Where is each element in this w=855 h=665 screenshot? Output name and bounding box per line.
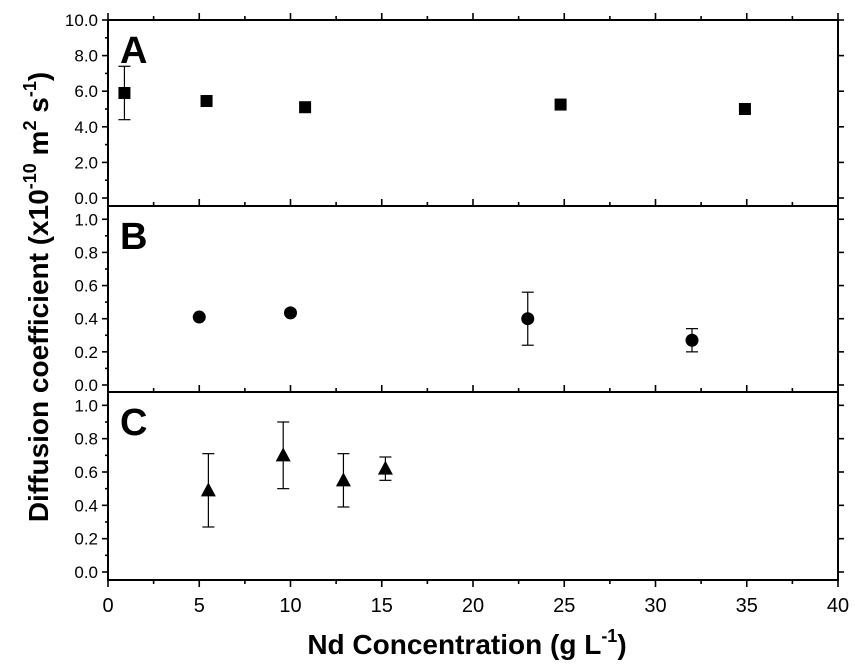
data-point-triangle bbox=[200, 482, 216, 497]
x-axis-ticks: 0 5 10 15 20 25 30 35 40 bbox=[102, 595, 849, 617]
data-point-triangle bbox=[275, 447, 291, 462]
panel-label-b: B bbox=[120, 216, 147, 258]
x-tick-label: 25 bbox=[553, 595, 575, 617]
panel-label-a: A bbox=[120, 30, 147, 72]
data-point-square bbox=[738, 103, 751, 115]
y-axis-title-sup3: -1 bbox=[20, 81, 40, 97]
data-point-circle bbox=[521, 312, 535, 326]
panel-b: 0.0 0.2 0.4 0.6 0.8 1.0 B bbox=[74, 199, 844, 395]
y-tick-label: 0.2 bbox=[74, 343, 98, 362]
x-tick-label: 0 bbox=[102, 595, 113, 617]
x-axis-title: Nd Concentration (g L-1) bbox=[307, 626, 626, 660]
y-axis-title-mid1: m bbox=[23, 131, 54, 164]
data-point-triangle bbox=[335, 472, 351, 487]
y-tick-label: 0.0 bbox=[74, 189, 98, 208]
y-tick-label: 2.0 bbox=[74, 153, 98, 172]
data-point-circle bbox=[192, 310, 206, 324]
y-tick-label: 0.4 bbox=[74, 310, 98, 329]
x-tick-label: 5 bbox=[194, 595, 205, 617]
y-tick-label: 10.0 bbox=[65, 11, 98, 30]
plot-area: 0.02.04.06.08.010.0A0.00.20.40.60.81.0 B0… bbox=[65, 11, 849, 617]
x-tick-label: 20 bbox=[462, 595, 484, 617]
y-axis-title: Diffusion coefficient (x10-10 m2 s-1) bbox=[20, 72, 54, 522]
y-tick-label: 0.6 bbox=[74, 463, 98, 482]
y-tick-label: 0.8 bbox=[74, 243, 98, 262]
y-tick-label: 0.4 bbox=[74, 496, 98, 515]
y-axis-title-sup2: 2 bbox=[20, 121, 40, 131]
y-tick-label: 0.0 bbox=[74, 563, 98, 582]
y-tick-label: 8.0 bbox=[74, 47, 98, 66]
x-axis-title-main: Nd Concentration (g L bbox=[307, 629, 601, 660]
data-point-square bbox=[118, 86, 131, 99]
x-tick-label: 10 bbox=[279, 595, 301, 617]
y-tick-label: 1.0 bbox=[74, 210, 98, 229]
y-tick-label: 1.0 bbox=[74, 396, 98, 415]
y-tick-label: 0.8 bbox=[74, 430, 98, 449]
panel-frame bbox=[107, 205, 839, 393]
data-point-square bbox=[299, 101, 312, 114]
x-tick-label: 35 bbox=[736, 595, 758, 617]
panel-frame bbox=[107, 19, 839, 207]
data-point-square bbox=[200, 94, 213, 107]
x-tick-label: 15 bbox=[371, 595, 393, 617]
data-point-square bbox=[554, 98, 567, 111]
x-tick-label: 30 bbox=[644, 595, 666, 617]
data-point-circle bbox=[284, 306, 297, 320]
x-tick-label: 40 bbox=[827, 595, 849, 617]
y-tick-label: 0.6 bbox=[74, 277, 98, 296]
y-tick-label: 0.2 bbox=[74, 530, 98, 549]
y-axis-title-sup1: -10 bbox=[20, 163, 40, 189]
y-tick-label: 6.0 bbox=[74, 82, 98, 101]
panel-c: 0.0 0.2 0.4 0.6 0.8 1.0 C bbox=[74, 385, 844, 587]
y-axis-title-mid2: s bbox=[23, 97, 54, 120]
x-axis-title-sup: -1 bbox=[601, 626, 617, 646]
panel-a: 0.0 2.0 4.0 6.0 8.0 10.0 A bbox=[65, 11, 844, 208]
y-tick-label: 0.0 bbox=[74, 376, 98, 395]
x-axis-title-end: ) bbox=[617, 629, 626, 660]
data-point-triangle bbox=[377, 460, 393, 475]
y-tick-label: 4.0 bbox=[74, 118, 98, 137]
panel-label-c: C bbox=[120, 402, 147, 444]
y-axis-title-end: ) bbox=[23, 72, 54, 81]
y-axis-title-main: Diffusion coefficient (x10 bbox=[23, 189, 54, 522]
panel-frame bbox=[107, 391, 839, 581]
data-point-circle bbox=[685, 333, 699, 347]
